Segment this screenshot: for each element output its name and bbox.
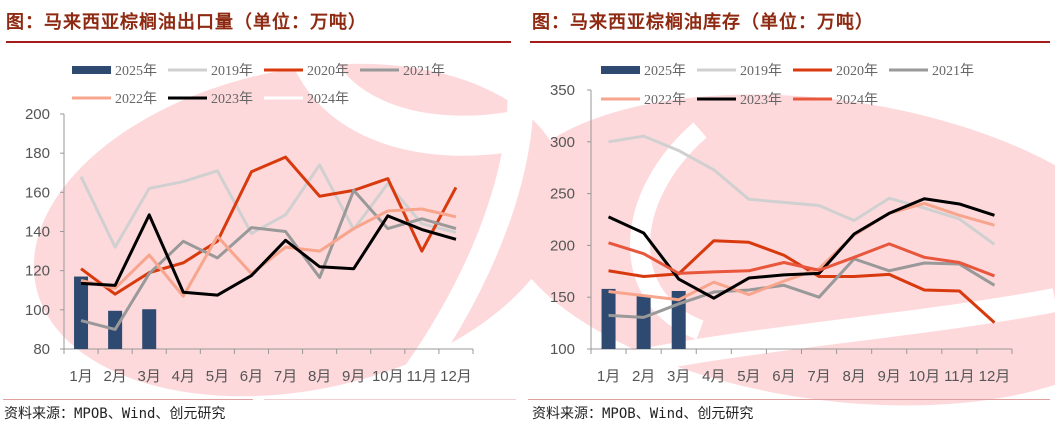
y-tick-label: 150 [550,289,575,306]
x-tick-label: 7月 [807,368,830,385]
x-tick-label: 11月 [944,368,975,385]
x-tick-label: 8月 [842,368,865,385]
stock-source: 资料来源：MPOB、Wind、创元研究 [532,406,754,422]
line-2024年 [608,241,995,278]
x-tick-label: 1月 [597,368,620,385]
legend: 2025年 2019年 2020年 2021年 2022年 2023年 2024年 [601,63,974,108]
legend-label: 2021年 [932,63,974,79]
x-tick-label: 6月 [772,368,795,385]
y-tick-label: 180 [25,145,50,162]
x-tick-label: 6月 [240,368,263,385]
x-tick-label: 2月 [632,368,655,385]
title-divider [6,41,511,43]
bar-2025年 [142,309,157,349]
y-tick-label: 100 [550,341,575,358]
line-2022年 [608,201,995,302]
line-2020年 [608,239,996,324]
x-tick-label: 8月 [308,368,331,385]
legend-label: 2022年 [115,91,157,107]
x-tick-label: 5月 [737,368,760,385]
y-tick-label: 80 [33,341,50,358]
line-2023年 [80,213,457,297]
x-tick-label: 9月 [878,368,901,385]
line-2019年 [608,134,996,246]
legend-swatch [601,66,640,74]
title-divider [530,41,1050,43]
y-tick-label: 250 [550,186,575,203]
x-tick-label: 3月 [667,368,690,385]
y-tick-label: 100 [25,302,50,319]
x-tick-label: 7月 [274,368,297,385]
legend-label: 2023年 [211,91,253,107]
line-2021年 [80,188,457,331]
charts-layer: 80 100 120 140 160 180 200 1月 2月 3月 4月 5月 6月 7月 8月 9月 10… [25,63,1013,385]
legend-label: 2020年 [307,63,349,79]
legend-label: 2021年 [403,63,445,79]
y-tick-label: 160 [25,184,50,201]
legend-label: 2025年 [115,63,157,79]
x-tick-label: 11月 [407,368,438,385]
legend-swatch [72,66,111,74]
bar-2025年 [636,296,651,349]
x-tick-label: 12月 [440,368,472,385]
bar-2025年 [601,288,616,349]
source-divider [264,399,516,400]
x-tick-label: 5月 [206,368,229,385]
legend-label: 2023年 [740,92,782,108]
x-tick-label: 3月 [138,368,161,385]
x-tick-label: 10月 [372,368,404,385]
x-tick-label: 2月 [103,368,126,385]
x-tick-label: 9月 [342,368,365,385]
bar-2025年 [74,276,89,349]
source-divider [3,399,253,400]
source-divider [528,399,1050,400]
export-chart-title: 图：马来西亚棕榈油出口量（单位：万吨） [6,12,367,33]
legend-label: 2024年 [307,91,349,107]
legend-label: 2025年 [644,63,686,79]
y-tick-label: 120 [25,263,50,280]
y-tick-label: 140 [25,224,50,241]
x-tick-label: 10月 [908,368,940,385]
line-2020年 [80,155,458,296]
stock-chart-title: 图：马来西亚棕榈油库存（单位：万吨） [532,12,874,33]
legend-label: 2022年 [644,92,686,108]
y-tick-label: 350 [550,82,575,99]
y-tick-label: 300 [550,134,575,151]
x-tick-label: 1月 [69,368,92,385]
y-tick-label: 200 [25,106,50,123]
export-chart: 80 100 120 140 160 180 200 1月 2月 3月 4月 5月 6月 7月 8月 9月 10… [25,63,474,385]
line-2021年 [608,257,996,319]
x-tick-label: 12月 [979,368,1011,385]
legend-label: 2019年 [211,63,253,79]
line-2023年 [607,197,995,300]
line-2022年 [80,207,457,298]
legend-label: 2020年 [836,63,878,79]
legend-label: 2019年 [740,63,782,79]
x-tick-label: 4月 [172,368,195,385]
legend-label: 2024年 [836,92,878,108]
export-source: 资料来源：MPOB、Wind、创元研究 [4,406,226,422]
legend: 2025年 2019年 2020年 2021年 2022年 2023年 2024年 [72,63,445,107]
y-tick-label: 200 [550,237,575,254]
x-tick-label: 4月 [702,368,725,385]
